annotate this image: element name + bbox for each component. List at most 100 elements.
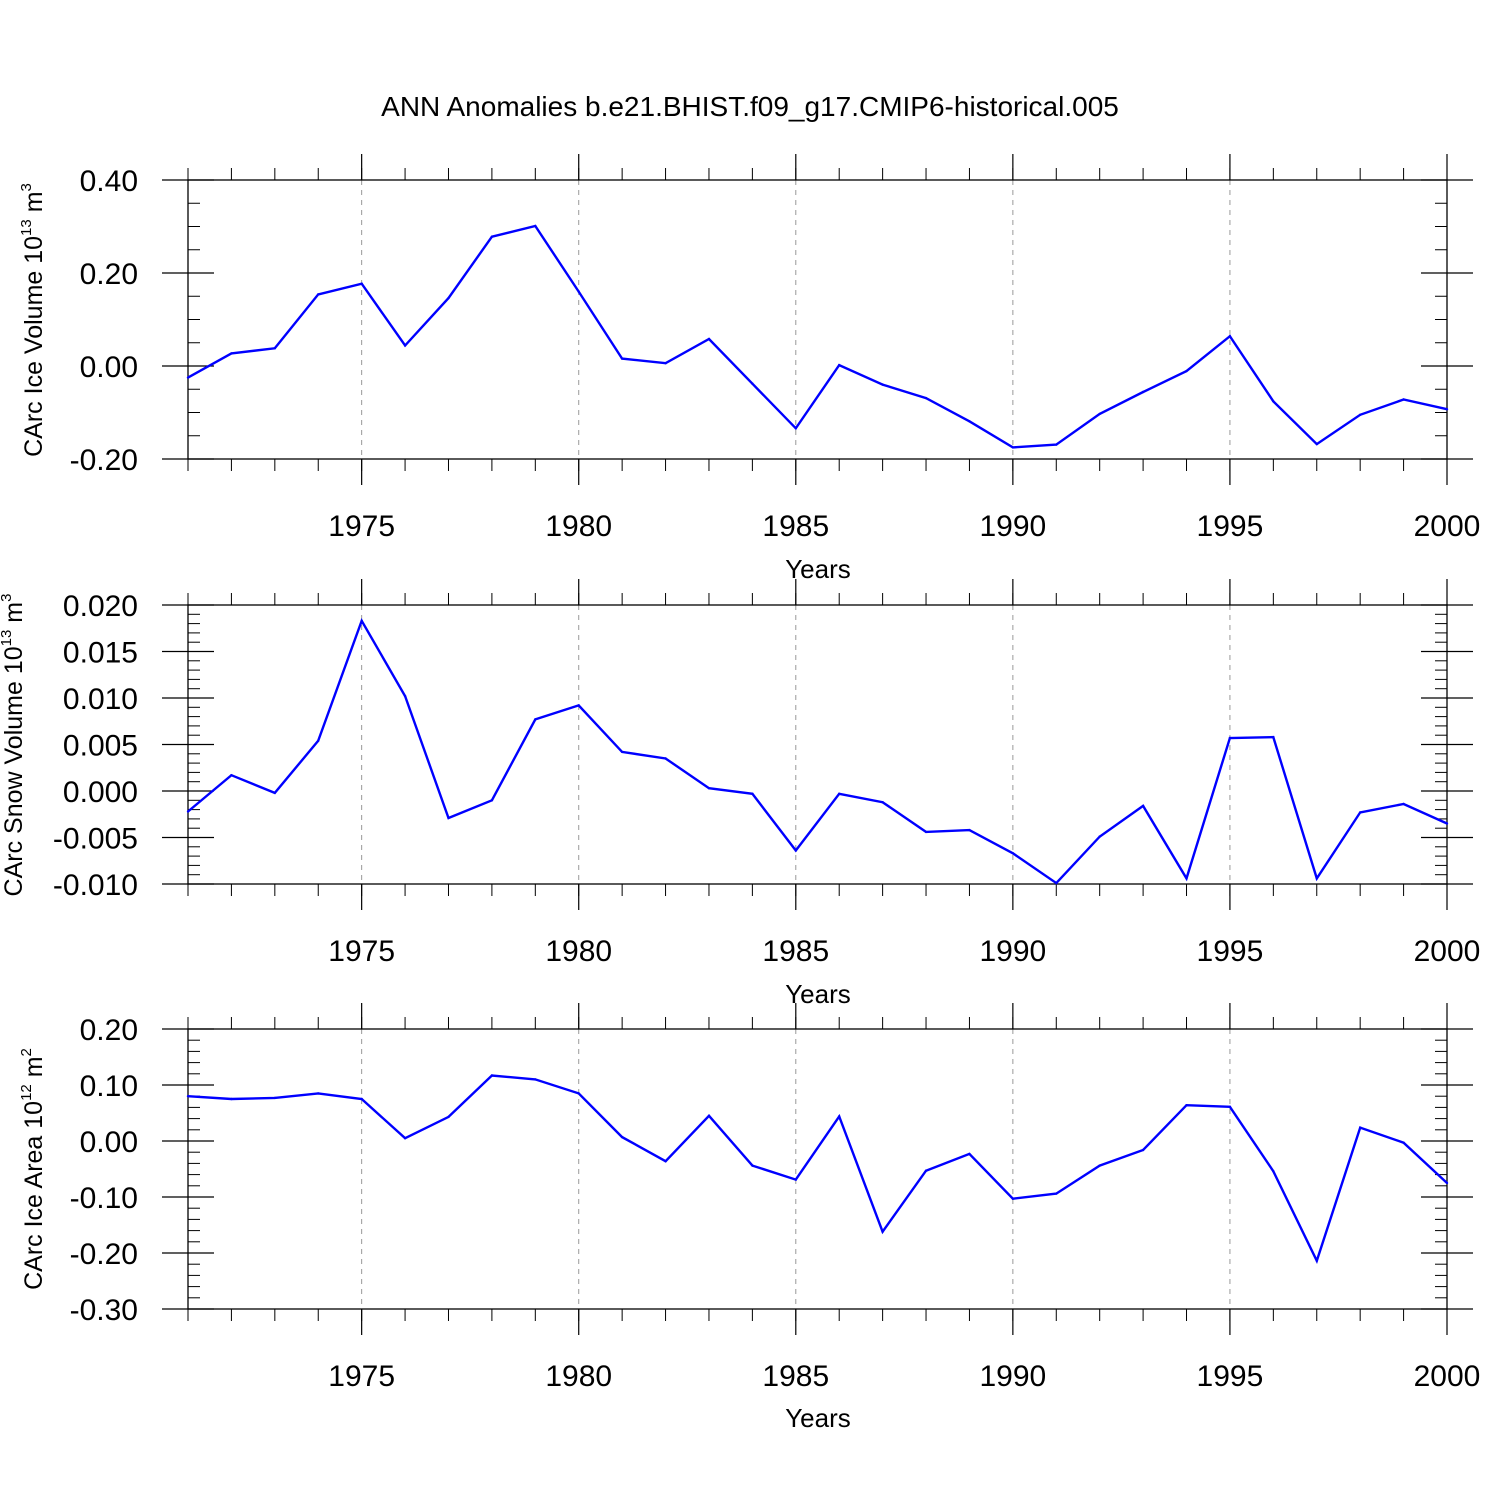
- ice-area-xtick-label: 1990: [979, 1360, 1046, 1393]
- ice-volume-data-point: [1011, 446, 1015, 449]
- snow-volume-series-line: [187, 617, 1448, 885]
- snow-volume-data-point: [1141, 804, 1145, 808]
- snow-volume-data-point: [968, 828, 971, 832]
- snow-volume-data-point: [1445, 822, 1449, 825]
- ice-volume-data-point: [403, 344, 407, 347]
- ice-area-data-point: [1402, 1141, 1405, 1144]
- snow-volume-xtick-label: 1995: [1197, 935, 1264, 968]
- ice-area-data-point: [794, 1178, 797, 1181]
- ice-volume-ytick-label: 0.00: [80, 351, 138, 384]
- snow-volume-data-point: [534, 718, 537, 721]
- snow-volume-ytick-label: -0.010: [53, 869, 138, 902]
- ice-volume-data-point: [1055, 443, 1058, 446]
- snow-volume-data-point: [1359, 811, 1362, 814]
- snow-volume-data-point: [838, 792, 841, 795]
- ice-volume-ytick-label: -0.20: [70, 444, 138, 477]
- snow-volume-data-point: [447, 816, 450, 820]
- ice-volume-xtick-label: 1980: [545, 510, 612, 543]
- ice-area-data-point: [1315, 1259, 1319, 1263]
- snow-volume-data-point: [1055, 881, 1058, 885]
- snow-volume-data-point: [360, 619, 363, 622]
- snow-volume-data-point: [317, 739, 320, 742]
- ice-area-xtick-label: 1975: [328, 1360, 395, 1393]
- snow-volume-xtick-label: 1980: [545, 935, 612, 968]
- ice-volume-ylabel: CArc Ice Volume 1013 m3: [18, 183, 48, 457]
- ice-area-data-point: [186, 1095, 190, 1098]
- ice-area-ytick-label: 0.00: [80, 1126, 138, 1159]
- ice-area-plot-frame: [187, 1028, 1448, 1310]
- ice-area-panel: CArc Ice Area 1012 m2 Years -0.30 -0.20 -0…: [18, 1003, 1480, 1433]
- ice-area-ytick-label: 0.20: [80, 1014, 138, 1047]
- ice-area-data-point: [403, 1137, 407, 1140]
- ice-area-data-point: [490, 1074, 494, 1077]
- snow-volume-xtick-label: 1975: [328, 935, 395, 968]
- ice-area-xtick-label: 1980: [545, 1360, 612, 1393]
- ice-volume-series-line: [187, 224, 1448, 449]
- snow-volume-data-point: [794, 849, 797, 852]
- ice-volume-data-point: [490, 235, 494, 238]
- ice-volume-data-point: [273, 347, 276, 350]
- ice-volume-ytick-label: 0.20: [80, 258, 138, 291]
- ice-volume-xtick-label: 2000: [1414, 510, 1481, 543]
- ice-area-ytick-label: 0.10: [80, 1070, 138, 1103]
- ice-area-data-point: [881, 1230, 884, 1233]
- ice-area-data-point: [751, 1164, 754, 1167]
- ice-area-data-point: [968, 1152, 971, 1156]
- snow-volume-data-point: [1272, 735, 1275, 739]
- ice-volume-data-point: [186, 376, 190, 379]
- ice-area-data-point: [534, 1078, 537, 1081]
- ice-area-data-point: [230, 1097, 233, 1101]
- snow-volume-ytick-label: 0.015: [63, 637, 138, 670]
- ice-volume-data-point: [1272, 400, 1275, 403]
- ice-area-xtick-label: 2000: [1414, 1360, 1481, 1393]
- snow-volume-data-point: [186, 810, 190, 813]
- snow-volume-data-point: [707, 787, 711, 790]
- snow-volume-ytick-label: 0.010: [63, 683, 138, 716]
- ice-area-data-point: [1185, 1104, 1188, 1107]
- ice-area-data-point: [1445, 1181, 1449, 1185]
- ice-volume-data-point: [360, 282, 363, 285]
- snow-volume-ytick-label: 0.005: [63, 730, 138, 763]
- snow-volume-xtick-label: 1990: [979, 935, 1046, 968]
- ice-area-ylabel: CArc Ice Area 1012 m2: [18, 1048, 48, 1290]
- ice-volume-data-point: [1359, 413, 1362, 416]
- snow-volume-data-point: [1185, 877, 1188, 880]
- ice-volume-data-point: [794, 427, 797, 430]
- ice-area-data-point: [1359, 1126, 1362, 1129]
- ice-volume-plot-frame: [187, 179, 1448, 460]
- ice-area-ytick-label: -0.20: [70, 1238, 138, 1271]
- ice-area-ytick-label: -0.10: [70, 1182, 138, 1215]
- ice-volume-xtick-label: 1990: [979, 510, 1046, 543]
- ice-area-xtick-label: 1995: [1197, 1360, 1264, 1393]
- ice-area-data-point: [924, 1169, 928, 1172]
- ice-volume-data-point: [1228, 335, 1232, 338]
- snow-volume-data-point: [403, 694, 407, 698]
- snow-volume-data-point: [1315, 877, 1319, 880]
- snow-volume-data-point: [1228, 736, 1232, 740]
- ice-area-xtick-label: 1985: [762, 1360, 829, 1393]
- ice-volume-xtick-label: 1985: [762, 510, 829, 543]
- ice-volume-xtick-label: 1975: [328, 510, 395, 543]
- ice-area-data-point: [577, 1092, 580, 1095]
- ice-volume-data-point: [664, 362, 667, 365]
- ice-area-ytick-label: -0.30: [70, 1294, 138, 1327]
- ice-area-data-point: [664, 1160, 667, 1163]
- ice-area-data-point: [1228, 1105, 1232, 1109]
- snow-volume-data-point: [230, 774, 233, 777]
- ice-volume-data-point: [838, 363, 841, 367]
- snow-volume-data-point: [1098, 835, 1101, 838]
- ice-volume-data-point: [1098, 412, 1101, 416]
- ice-area-xlabel: Years: [785, 1403, 851, 1433]
- snow-volume-ytick-label: 0.000: [63, 776, 138, 809]
- ice-volume-data-point: [230, 352, 233, 355]
- ice-area-data-point: [1272, 1170, 1275, 1173]
- snow-volume-data-point: [273, 791, 276, 795]
- ice-area-data-point: [1011, 1197, 1015, 1200]
- snow-volume-data-point: [490, 799, 494, 802]
- snow-volume-xtick-label: 1985: [762, 935, 829, 968]
- ice-area-series-line: [187, 1074, 1448, 1264]
- ice-area-data-point: [273, 1096, 276, 1100]
- snow-volume-data-point: [620, 750, 624, 754]
- ice-volume-data-point: [1141, 390, 1145, 394]
